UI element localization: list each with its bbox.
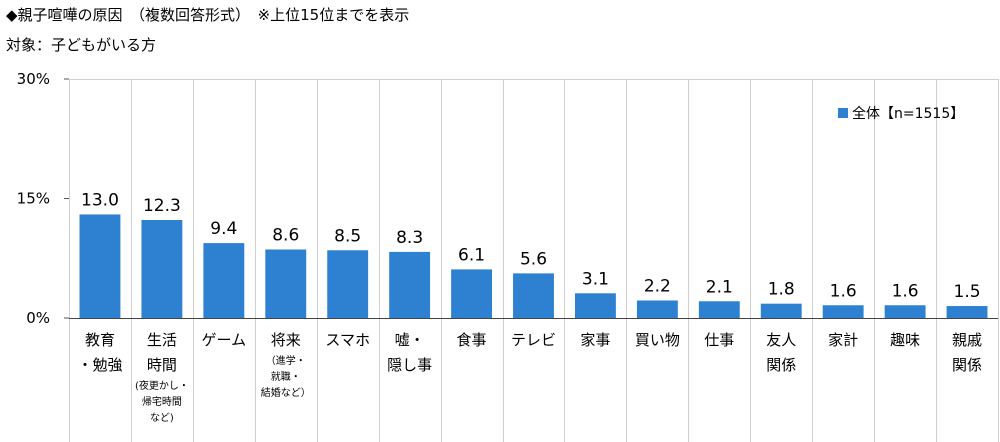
bar (79, 214, 121, 318)
category-label: 家事 (580, 331, 610, 349)
bar (203, 243, 245, 318)
category-label: スマホ (325, 331, 370, 349)
data-label: 8.5 (334, 226, 361, 246)
data-label: 2.2 (644, 276, 671, 296)
bar (327, 250, 369, 318)
data-label: 6.1 (458, 245, 485, 265)
bar (389, 251, 431, 318)
data-label: 9.4 (210, 219, 237, 239)
category-label: 家計 (828, 331, 858, 349)
category-sublabel: （進学・ (266, 354, 306, 367)
data-label: 1.6 (892, 281, 919, 301)
data-label: 12.3 (143, 196, 181, 216)
category-label: 生活 (147, 331, 177, 349)
data-label: 5.6 (520, 249, 547, 269)
data-label: 3.1 (582, 269, 609, 289)
category-label: ゲーム (202, 331, 247, 349)
category-sublabel: 帰宅時間 (142, 395, 182, 408)
bar (574, 293, 616, 318)
category-label: 親戚 (952, 331, 982, 349)
bar (141, 220, 183, 318)
bar (451, 269, 493, 318)
bar (760, 303, 802, 318)
category-label: 将来 (271, 331, 301, 349)
category-label: 教育 (85, 331, 115, 349)
data-label: 8.3 (396, 228, 423, 248)
bar (265, 249, 307, 318)
data-label: 1.5 (954, 282, 981, 302)
category-label: 趣味 (890, 331, 920, 349)
category-label: 嘘・ (395, 331, 425, 349)
category-label: 隠し事 (387, 356, 432, 374)
category-label: 関係 (766, 356, 796, 374)
category-sublabel: (夜更かし・ (135, 379, 189, 392)
category-label: 買い物 (635, 331, 680, 349)
chart-title: ◆親子喧嘩の原因 （複数回答形式） ※上位15位までを表示 (6, 6, 410, 24)
data-label: 13.0 (81, 190, 119, 210)
data-label: 1.8 (768, 280, 795, 300)
category-label: 食事 (457, 331, 487, 349)
bar (884, 305, 926, 318)
legend-label: 全体【n=1515】 (852, 105, 964, 122)
bar (636, 300, 678, 318)
category-label: 友人 (766, 331, 796, 349)
bar (698, 301, 740, 318)
chart-subtitle: 対象：子どもがいる方 (6, 36, 157, 54)
data-label: 2.1 (706, 277, 733, 297)
bar (513, 273, 554, 318)
category-sublabel: など) (150, 412, 174, 424)
category-sublabel: 就職・ (271, 370, 301, 383)
category-label: ・勉強 (77, 356, 122, 374)
category-label: 時間 (147, 356, 177, 374)
y-tick-label: 15% (17, 190, 50, 208)
legend-swatch (838, 108, 848, 118)
data-label: 1.6 (830, 281, 857, 301)
bar (822, 305, 864, 318)
category-label: 仕事 (704, 331, 734, 349)
category-sublabel: 結婚など） (261, 386, 311, 399)
category-label: テレビ (511, 331, 556, 349)
y-tick-label: 30% (17, 70, 50, 88)
data-label: 8.6 (272, 225, 299, 245)
category-label: 関係 (952, 356, 982, 374)
bar (946, 306, 988, 318)
y-tick-label: 0% (26, 309, 50, 327)
